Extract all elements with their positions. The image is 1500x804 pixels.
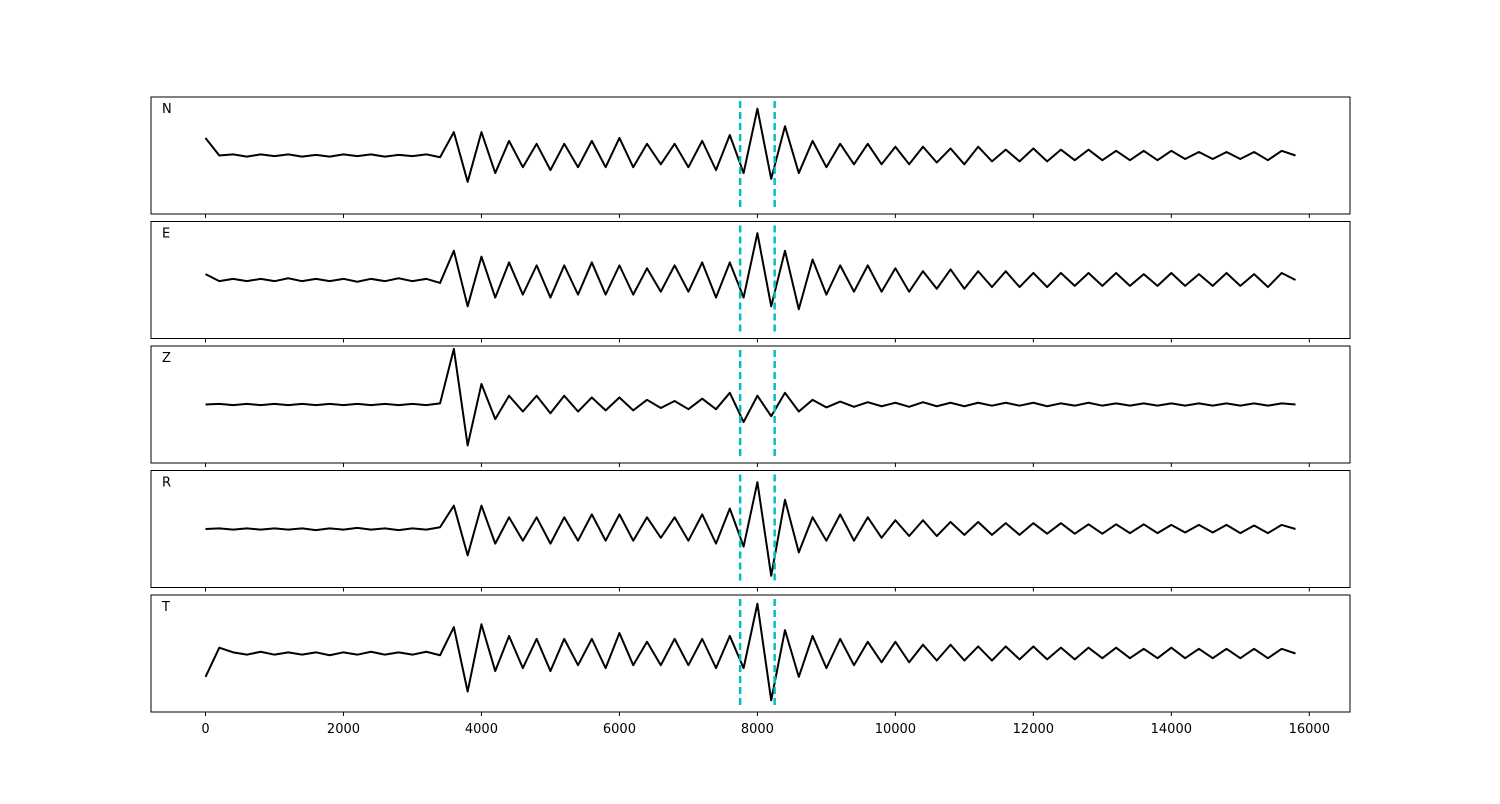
trace [204, 107, 1296, 183]
x-tick-label: 2000 [327, 722, 360, 737]
trace [205, 481, 1296, 577]
panel-label: N [162, 102, 172, 117]
panel-frame [150, 470, 1351, 588]
panel-frame [150, 96, 1351, 215]
trace [205, 232, 1296, 311]
panel-frame [150, 221, 1351, 339]
x-tick-label: 14000 [1151, 722, 1192, 737]
trace [205, 347, 1296, 447]
panel-label: Z [162, 351, 171, 366]
x-tick-label: 10000 [875, 722, 916, 737]
panel-label: R [162, 476, 171, 491]
panel-frame [150, 594, 1351, 713]
trace [204, 602, 1296, 702]
panel-label: E [162, 227, 170, 242]
x-tick-label: 16000 [1289, 722, 1330, 737]
panel-label: T [161, 600, 170, 615]
x-tick-label: 0 [201, 722, 209, 737]
x-tick-label: 8000 [741, 722, 774, 737]
panel-frame [150, 345, 1351, 464]
x-tick-label: 4000 [465, 722, 498, 737]
x-tick-label: 6000 [603, 722, 636, 737]
x-tick-label: 12000 [1013, 722, 1054, 737]
